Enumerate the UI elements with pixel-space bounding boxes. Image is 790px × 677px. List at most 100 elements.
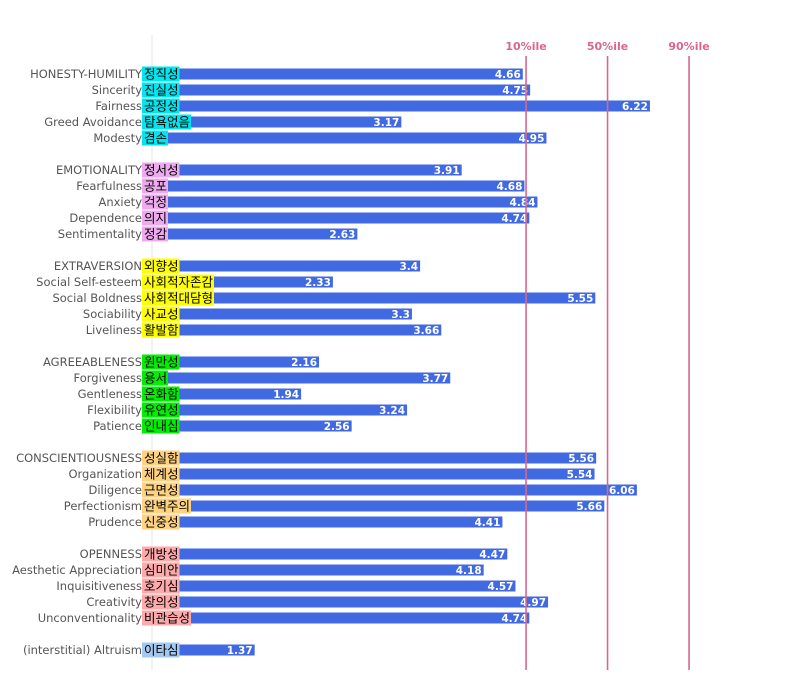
korean-label-highlight xyxy=(142,514,180,530)
value-label: 6.06 xyxy=(609,485,635,497)
bar xyxy=(143,164,462,176)
korean-label-highlight xyxy=(142,482,180,498)
facet-label: Fairness xyxy=(95,99,142,113)
value-label: 5.56 xyxy=(568,453,594,465)
bar xyxy=(143,116,402,128)
facet-label: Liveliness xyxy=(86,323,142,337)
value-label: 3.4 xyxy=(399,261,418,273)
bar xyxy=(143,500,605,512)
facet-label: Unconventionality xyxy=(38,611,142,625)
facet-label: Patience xyxy=(93,419,142,433)
korean-label: 정감 xyxy=(144,227,168,242)
value-label: 4.84 xyxy=(510,197,536,209)
bar xyxy=(143,132,547,144)
korean-label: 의지 xyxy=(144,211,167,226)
value-label: 4.97 xyxy=(520,597,546,609)
korean-label: 걱정 xyxy=(144,195,167,210)
facet-label: Flexibility xyxy=(87,403,142,417)
korean-label-highlight xyxy=(142,418,180,434)
korean-label: 공포 xyxy=(144,179,167,194)
korean-label-highlight xyxy=(142,610,192,626)
korean-label-highlight xyxy=(142,82,180,98)
bar xyxy=(143,324,442,336)
value-label: 4.74 xyxy=(501,613,527,625)
facet-label: Fearfulness xyxy=(76,179,142,193)
value-label: 5.54 xyxy=(567,469,593,481)
bar xyxy=(143,84,531,96)
korean-label-highlight xyxy=(142,642,180,658)
korean-label: 호기심 xyxy=(144,579,179,594)
bar xyxy=(143,292,596,304)
value-label: 2.63 xyxy=(329,229,355,241)
value-label: 4.95 xyxy=(519,133,545,145)
korean-label: 활발함 xyxy=(144,323,179,338)
bar xyxy=(143,420,352,432)
value-label: 3.91 xyxy=(434,165,460,177)
value-label: 4.68 xyxy=(496,181,522,193)
factor-label: HONESTY-HUMILITY xyxy=(30,67,143,81)
bar xyxy=(143,564,484,576)
korean-label: 진실성 xyxy=(144,83,179,98)
korean-label: 유연성 xyxy=(144,403,179,418)
korean-label-highlight xyxy=(142,370,169,386)
facet-label: Prudence xyxy=(88,515,142,529)
factor-label: (interstitial) Altruism xyxy=(23,643,142,657)
bar xyxy=(143,612,530,624)
korean-label-highlight xyxy=(142,578,180,594)
value-label: 3.17 xyxy=(373,117,399,129)
bar xyxy=(143,580,516,592)
korean-label-highlight xyxy=(142,354,180,370)
korean-label: 정서성 xyxy=(144,163,179,178)
korean-label-highlight xyxy=(142,322,180,338)
facet-label: Greed Avoidance xyxy=(44,115,142,129)
value-label: 3.77 xyxy=(422,373,448,385)
korean-label: 겸손 xyxy=(144,131,167,146)
korean-label-highlight xyxy=(142,162,180,178)
korean-label: 용서 xyxy=(144,371,167,386)
korean-label: 신중성 xyxy=(144,515,179,530)
korean-label: 공정성 xyxy=(144,99,179,114)
korean-label-highlight xyxy=(142,306,180,322)
factor-label: EXTRAVERSION xyxy=(54,259,142,273)
bar xyxy=(143,308,412,320)
factor-label: OPENNESS xyxy=(80,547,142,561)
korean-label-highlight xyxy=(142,466,180,482)
bar xyxy=(143,260,421,272)
bar xyxy=(143,644,255,656)
korean-label-highlight xyxy=(142,226,169,242)
korean-label: 창의성 xyxy=(144,595,179,610)
korean-label: 사회적대담형 xyxy=(144,291,213,306)
bar xyxy=(143,276,333,288)
korean-label-highlight xyxy=(142,386,180,402)
percentile-label: 50%ile xyxy=(587,40,628,53)
bar xyxy=(143,452,597,464)
facet-label: Sociability xyxy=(83,307,142,321)
bar xyxy=(143,196,538,208)
korean-label: 성실함 xyxy=(144,451,179,466)
labels-layer: HONESTY-HUMILITY 정직성 4.66 Sincerity 진실성 4.75 F… xyxy=(12,66,648,658)
value-label: 2.16 xyxy=(291,357,317,369)
bar xyxy=(143,516,503,528)
value-label: 1.37 xyxy=(227,645,253,657)
facet-label: Creativity xyxy=(86,595,142,609)
value-label: 4.57 xyxy=(488,581,514,593)
korean-label-highlight xyxy=(142,66,180,82)
korean-label-highlight xyxy=(142,562,180,578)
korean-label-highlight xyxy=(142,114,192,130)
korean-label-highlight xyxy=(142,402,180,418)
bar xyxy=(143,388,302,400)
value-label: 3.24 xyxy=(379,405,405,417)
facet-label: Organization xyxy=(68,467,142,481)
bar xyxy=(143,484,637,496)
korean-label: 개방성 xyxy=(144,547,179,562)
bar xyxy=(143,596,549,608)
facet-label: Anxiety xyxy=(98,195,142,209)
bar xyxy=(143,68,523,80)
korean-label: 인내심 xyxy=(144,419,179,434)
korean-label: 온화함 xyxy=(144,387,179,402)
factor-label: EMOTIONALITY xyxy=(56,163,143,177)
bar xyxy=(143,548,508,560)
korean-label-highlight xyxy=(142,178,169,194)
bar xyxy=(143,180,525,192)
